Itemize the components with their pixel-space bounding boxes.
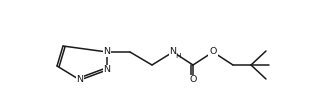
Text: O: O bbox=[209, 48, 217, 56]
Text: H: H bbox=[175, 53, 180, 59]
Text: N: N bbox=[104, 65, 111, 74]
Text: N: N bbox=[77, 75, 84, 84]
Text: N: N bbox=[104, 48, 111, 56]
Text: O: O bbox=[189, 75, 197, 84]
Text: N: N bbox=[170, 48, 176, 56]
